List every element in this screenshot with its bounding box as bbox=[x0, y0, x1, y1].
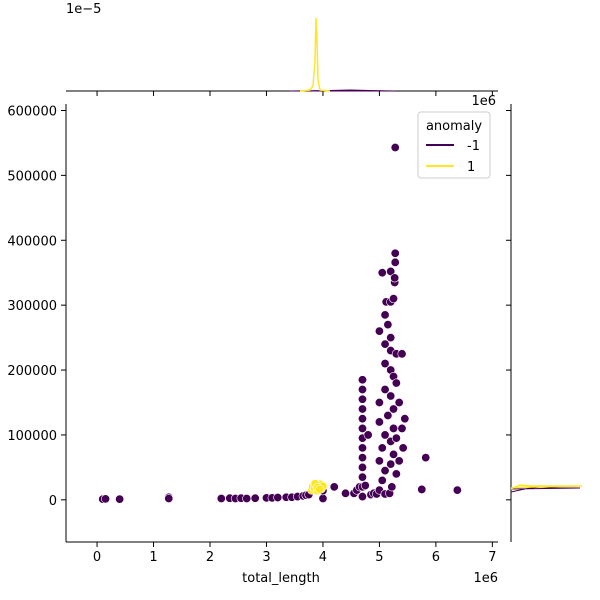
x-tick-label: 1 bbox=[149, 550, 157, 565]
scatter-point bbox=[357, 423, 367, 433]
scatter-point bbox=[164, 494, 174, 504]
scatter-point bbox=[341, 488, 351, 498]
y-tick-label: 400000 bbox=[7, 234, 57, 249]
scatter-point bbox=[421, 453, 431, 463]
y-tick-label: 100000 bbox=[7, 429, 57, 444]
scatter-point bbox=[357, 443, 367, 453]
right-marginal-ticks bbox=[506, 109, 511, 501]
x-tick-label: 4 bbox=[319, 550, 327, 565]
scatter-point bbox=[452, 485, 462, 495]
scatter-point bbox=[398, 443, 408, 453]
x-tick-label: 6 bbox=[432, 550, 440, 565]
scatter-point bbox=[101, 494, 111, 504]
main-axes: 0 1 2 3 4 5 6 7 0 100000 200000 300000 400000 500000… bbox=[7, 104, 498, 565]
legend-label-pos: 1 bbox=[467, 160, 475, 175]
top-marginal-ticks bbox=[96, 91, 493, 96]
scatter-point bbox=[357, 492, 367, 502]
scatter-point bbox=[391, 469, 401, 479]
scatter-point bbox=[386, 333, 396, 343]
scatter-point bbox=[357, 394, 367, 404]
scatter-point bbox=[417, 484, 427, 494]
scatter-point bbox=[360, 481, 370, 491]
top-marginal: 1e−5 bbox=[66, 2, 498, 96]
right-marginal: 1e6 bbox=[471, 94, 583, 542]
scatter-point bbox=[115, 494, 125, 504]
scatter-point bbox=[357, 453, 367, 463]
scatter-point bbox=[386, 459, 396, 469]
scatter-point bbox=[391, 378, 401, 388]
x-tick-label: 7 bbox=[488, 550, 496, 565]
y-tick-label: 500000 bbox=[7, 169, 57, 184]
scatter-point bbox=[377, 475, 387, 485]
scatter-point bbox=[380, 339, 390, 349]
scatter-point bbox=[318, 494, 328, 504]
scatter-point bbox=[250, 493, 260, 503]
scatter-point bbox=[390, 257, 400, 267]
scatter-point bbox=[377, 268, 387, 278]
scatter-point bbox=[357, 462, 367, 472]
legend: anomaly -1 1 bbox=[417, 111, 491, 179]
y-ticks: 0 100000 200000 300000 400000 500000 600000 bbox=[7, 104, 66, 509]
y-tick-label: 300000 bbox=[7, 299, 57, 314]
x-offset-label: 1e6 bbox=[473, 571, 498, 586]
x-ticks: 0 1 2 3 4 5 6 7 bbox=[93, 542, 496, 565]
scatter-point bbox=[363, 430, 373, 440]
scatter-point bbox=[390, 142, 400, 152]
scatter-point bbox=[386, 266, 396, 276]
scatter-point bbox=[397, 423, 407, 433]
scatter-point bbox=[357, 472, 367, 482]
top-marginal-density-pos bbox=[299, 17, 331, 92]
scatter-point bbox=[242, 494, 252, 504]
scatter-point bbox=[397, 349, 407, 359]
scatter-point bbox=[315, 484, 325, 494]
scatter-point bbox=[389, 294, 399, 304]
top-marginal-offset-label: 1e−5 bbox=[66, 2, 101, 17]
scatter-point bbox=[380, 310, 390, 320]
scatter-point bbox=[357, 404, 367, 414]
scatter-point bbox=[216, 494, 226, 504]
scatter-point bbox=[386, 391, 396, 401]
scatter-point bbox=[389, 404, 399, 414]
y-tick-label: 0 bbox=[49, 494, 57, 509]
scatter-point bbox=[273, 493, 283, 503]
y-tick-label: 200000 bbox=[7, 364, 57, 379]
x-tick-label: 2 bbox=[206, 550, 214, 565]
scatter-point bbox=[374, 397, 384, 407]
scatter-point bbox=[380, 385, 390, 395]
y-tick-label: 600000 bbox=[7, 104, 57, 119]
scatter-points bbox=[98, 142, 462, 504]
scatter-point bbox=[380, 430, 390, 440]
scatter-point bbox=[374, 326, 384, 336]
scatter-point bbox=[394, 397, 404, 407]
scatter-point bbox=[377, 443, 387, 453]
scatter-point bbox=[394, 456, 404, 466]
scatter-point bbox=[383, 410, 393, 420]
scatter-point bbox=[389, 449, 399, 459]
scatter-point bbox=[390, 273, 400, 283]
legend-title: anomaly bbox=[426, 119, 482, 134]
x-tick-label: 0 bbox=[93, 550, 101, 565]
scatter-point bbox=[387, 482, 397, 492]
scatter-point bbox=[389, 423, 399, 433]
x-tick-label: 3 bbox=[262, 550, 270, 565]
legend-label-neg: -1 bbox=[467, 139, 480, 154]
scatter-point bbox=[374, 417, 384, 427]
scatter-point bbox=[391, 433, 401, 443]
right-marginal-offset-label: 1e6 bbox=[471, 94, 496, 109]
scatter-point bbox=[380, 466, 390, 476]
x-axis-label: total_length bbox=[242, 571, 320, 586]
scatter-point bbox=[383, 320, 393, 330]
right-marginal-density-pos bbox=[510, 484, 583, 490]
scatter-point bbox=[357, 375, 367, 385]
scatter-point bbox=[357, 385, 367, 395]
scatter-point bbox=[380, 359, 390, 369]
scatter-point bbox=[400, 414, 410, 424]
x-tick-label: 5 bbox=[375, 550, 383, 565]
scatter-point bbox=[374, 456, 384, 466]
scatter-point bbox=[329, 482, 339, 492]
scatter-point bbox=[390, 248, 400, 258]
scatter-point bbox=[357, 414, 367, 424]
